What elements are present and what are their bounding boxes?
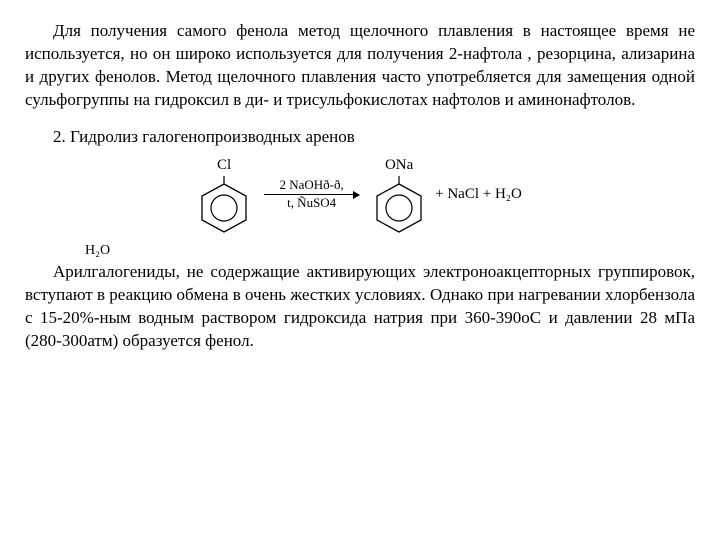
byproducts-label: + NaCl + H₂O bbox=[435, 184, 522, 204]
arrow-top-label: 2 NaOHð-ð, bbox=[279, 178, 343, 193]
benzene-ring-icon bbox=[373, 176, 425, 234]
reaction-diagram: Cl 2 NaOHð-ð, t, ÑuSO4 ONa + NaCl + H₂O bbox=[25, 155, 695, 234]
paragraph-2: Арилгалогениды, не содержащие активирующ… bbox=[25, 261, 695, 353]
water-label: H₂O bbox=[25, 242, 695, 261]
substituent-ona: ONa bbox=[385, 155, 413, 175]
benzene-ring-icon bbox=[198, 176, 250, 234]
arrow-line-icon bbox=[264, 194, 359, 195]
substituent-cl: Cl bbox=[217, 155, 231, 175]
product-phenolate: ONa bbox=[373, 155, 425, 234]
paragraph-1: Для получения самого фенола метод щелочн… bbox=[25, 20, 695, 112]
reactant-chlorobenzene: Cl bbox=[198, 155, 250, 234]
reaction-arrow: 2 NaOHð-ð, t, ÑuSO4 bbox=[260, 178, 363, 211]
arrow-bottom-label: t, ÑuSO4 bbox=[287, 196, 336, 211]
section-title: 2. Гидролиз галогенопроизводных аренов bbox=[25, 126, 695, 149]
